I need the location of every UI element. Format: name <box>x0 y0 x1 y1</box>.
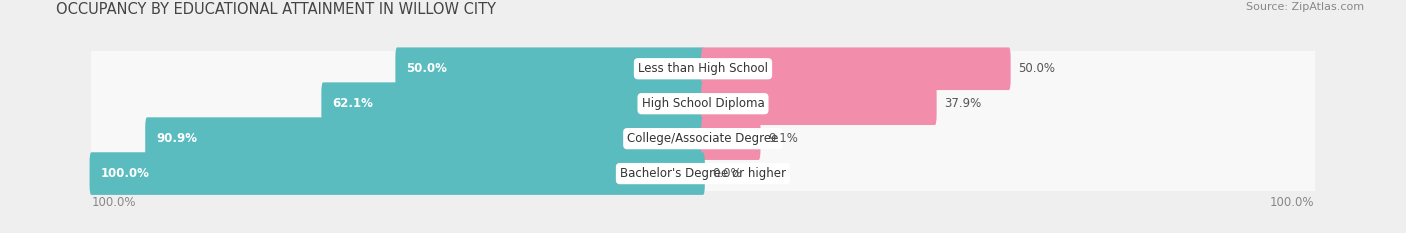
Text: Less than High School: Less than High School <box>638 62 768 75</box>
Text: 100.0%: 100.0% <box>91 196 136 209</box>
FancyBboxPatch shape <box>395 47 704 90</box>
Text: 62.1%: 62.1% <box>332 97 373 110</box>
FancyBboxPatch shape <box>89 73 1317 134</box>
FancyBboxPatch shape <box>89 143 1317 204</box>
Text: OCCUPANCY BY EDUCATIONAL ATTAINMENT IN WILLOW CITY: OCCUPANCY BY EDUCATIONAL ATTAINMENT IN W… <box>56 2 496 17</box>
FancyBboxPatch shape <box>322 82 704 125</box>
FancyBboxPatch shape <box>89 38 1317 99</box>
FancyBboxPatch shape <box>702 82 936 125</box>
Text: 37.9%: 37.9% <box>943 97 981 110</box>
FancyBboxPatch shape <box>702 117 761 160</box>
Text: Source: ZipAtlas.com: Source: ZipAtlas.com <box>1246 2 1364 12</box>
FancyBboxPatch shape <box>89 108 1317 169</box>
Text: 0.0%: 0.0% <box>713 167 742 180</box>
Text: College/Associate Degree: College/Associate Degree <box>627 132 779 145</box>
Text: Bachelor's Degree or higher: Bachelor's Degree or higher <box>620 167 786 180</box>
Text: 50.0%: 50.0% <box>406 62 447 75</box>
Text: 90.9%: 90.9% <box>156 132 197 145</box>
Text: High School Diploma: High School Diploma <box>641 97 765 110</box>
Text: 50.0%: 50.0% <box>1018 62 1054 75</box>
Text: 100.0%: 100.0% <box>101 167 149 180</box>
FancyBboxPatch shape <box>702 47 1011 90</box>
FancyBboxPatch shape <box>90 152 704 195</box>
FancyBboxPatch shape <box>145 117 704 160</box>
Text: 100.0%: 100.0% <box>1270 196 1315 209</box>
Text: 9.1%: 9.1% <box>768 132 797 145</box>
